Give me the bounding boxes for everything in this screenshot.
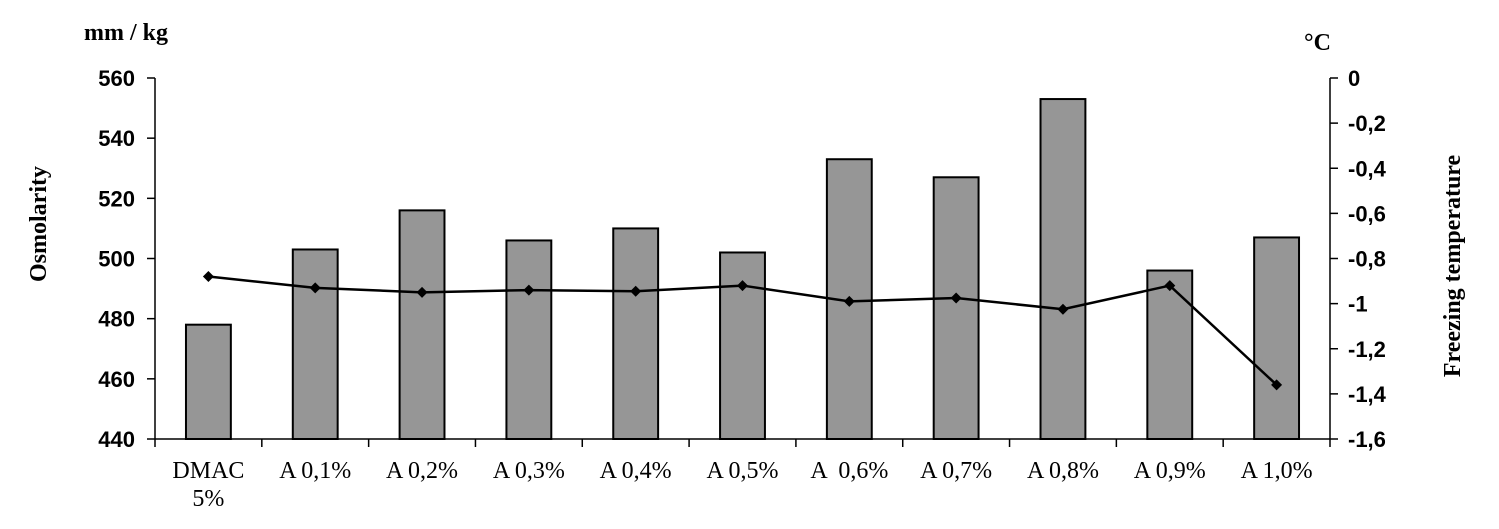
left-tick-label: 500	[98, 247, 135, 272]
right-tick-label: -0,4	[1348, 156, 1387, 181]
x-tick-label: A 1,0%	[1241, 458, 1313, 484]
left-tick-label: 480	[98, 307, 135, 332]
left-tick-label: 540	[98, 126, 135, 151]
x-tick-label: DMAC 5%	[172, 458, 244, 512]
x-tick-label: A 0,5%	[707, 458, 779, 484]
bar	[184, 323, 232, 440]
left-axis-title: Osmolarity	[26, 166, 52, 282]
right-tick-label: -1,2	[1348, 337, 1386, 362]
line-point	[1057, 303, 1069, 315]
right-tick-label: -1,4	[1348, 382, 1387, 407]
x-tick-label: A 0,6%	[810, 458, 888, 484]
bar	[1039, 98, 1087, 441]
right-axis-title: Freezing temperature	[1440, 154, 1466, 377]
right-tick-label: 0	[1348, 66, 1360, 91]
bar	[932, 176, 980, 440]
right-tick-label: -0,8	[1348, 247, 1386, 272]
left-tick-label: 460	[98, 367, 135, 392]
right-axis-unit: °C	[1304, 30, 1331, 56]
x-tick-label: A 0,1%	[279, 458, 351, 484]
x-tick-label: A 0,2%	[386, 458, 458, 484]
line-point	[950, 292, 962, 304]
line-point	[416, 286, 428, 298]
plot-area: 440 460 480 500 520 540 560 -1,6 -1,4 -1,2 -1 -0,8 -…	[98, 66, 1386, 512]
x-tick-label: A 0,7%	[920, 458, 992, 484]
right-tick-label: -0,6	[1348, 201, 1386, 226]
x-tick-label: A 0,3%	[493, 458, 565, 484]
bar	[612, 227, 660, 440]
bar	[1146, 269, 1194, 440]
right-tick-label: -0,2	[1348, 111, 1386, 136]
left-tick-label: 560	[98, 66, 135, 91]
bar	[291, 248, 339, 440]
line-point	[1164, 280, 1176, 292]
line-point	[843, 295, 855, 307]
bar	[398, 209, 446, 440]
x-tick-label: A 0,4%	[600, 458, 672, 484]
line-point	[630, 285, 642, 297]
right-tick-label: -1,6	[1348, 427, 1386, 452]
right-tick-label: -1	[1348, 292, 1368, 317]
bar	[505, 239, 553, 440]
bar	[1253, 236, 1301, 440]
left-tick-label: 440	[98, 427, 135, 452]
x-tick-label: A 0,8%	[1027, 458, 1099, 484]
line-point	[309, 282, 321, 294]
left-axis-unit: mm / kg	[84, 20, 168, 46]
line-point	[202, 271, 214, 283]
line-point	[737, 280, 748, 292]
left-tick-label: 520	[98, 186, 135, 211]
line-point	[1271, 379, 1283, 391]
line-point	[523, 284, 535, 296]
x-tick-label: A 0,9%	[1134, 458, 1206, 484]
